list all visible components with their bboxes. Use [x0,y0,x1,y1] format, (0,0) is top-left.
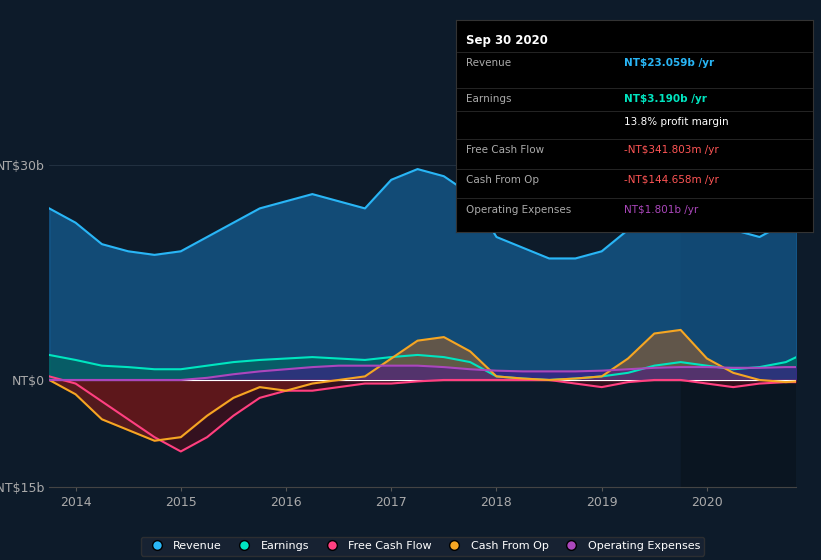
Bar [681,151,796,487]
Text: NT$3.190b /yr: NT$3.190b /yr [623,94,706,104]
Text: Cash From Op: Cash From Op [466,175,539,185]
Legend: Revenue, Earnings, Free Cash Flow, Cash From Op, Operating Expenses: Revenue, Earnings, Free Cash Flow, Cash … [141,536,704,556]
Text: Free Cash Flow: Free Cash Flow [466,145,544,155]
Text: -NT$144.658m /yr: -NT$144.658m /yr [623,175,718,185]
Text: 13.8% profit margin: 13.8% profit margin [623,118,728,128]
Text: Earnings: Earnings [466,94,511,104]
Text: NT$23.059b /yr: NT$23.059b /yr [623,58,713,68]
Text: NT$1.801b /yr: NT$1.801b /yr [623,205,698,214]
Text: Operating Expenses: Operating Expenses [466,205,571,214]
Text: Revenue: Revenue [466,58,511,68]
Text: Sep 30 2020: Sep 30 2020 [466,35,548,48]
Text: -NT$341.803m /yr: -NT$341.803m /yr [623,145,718,155]
